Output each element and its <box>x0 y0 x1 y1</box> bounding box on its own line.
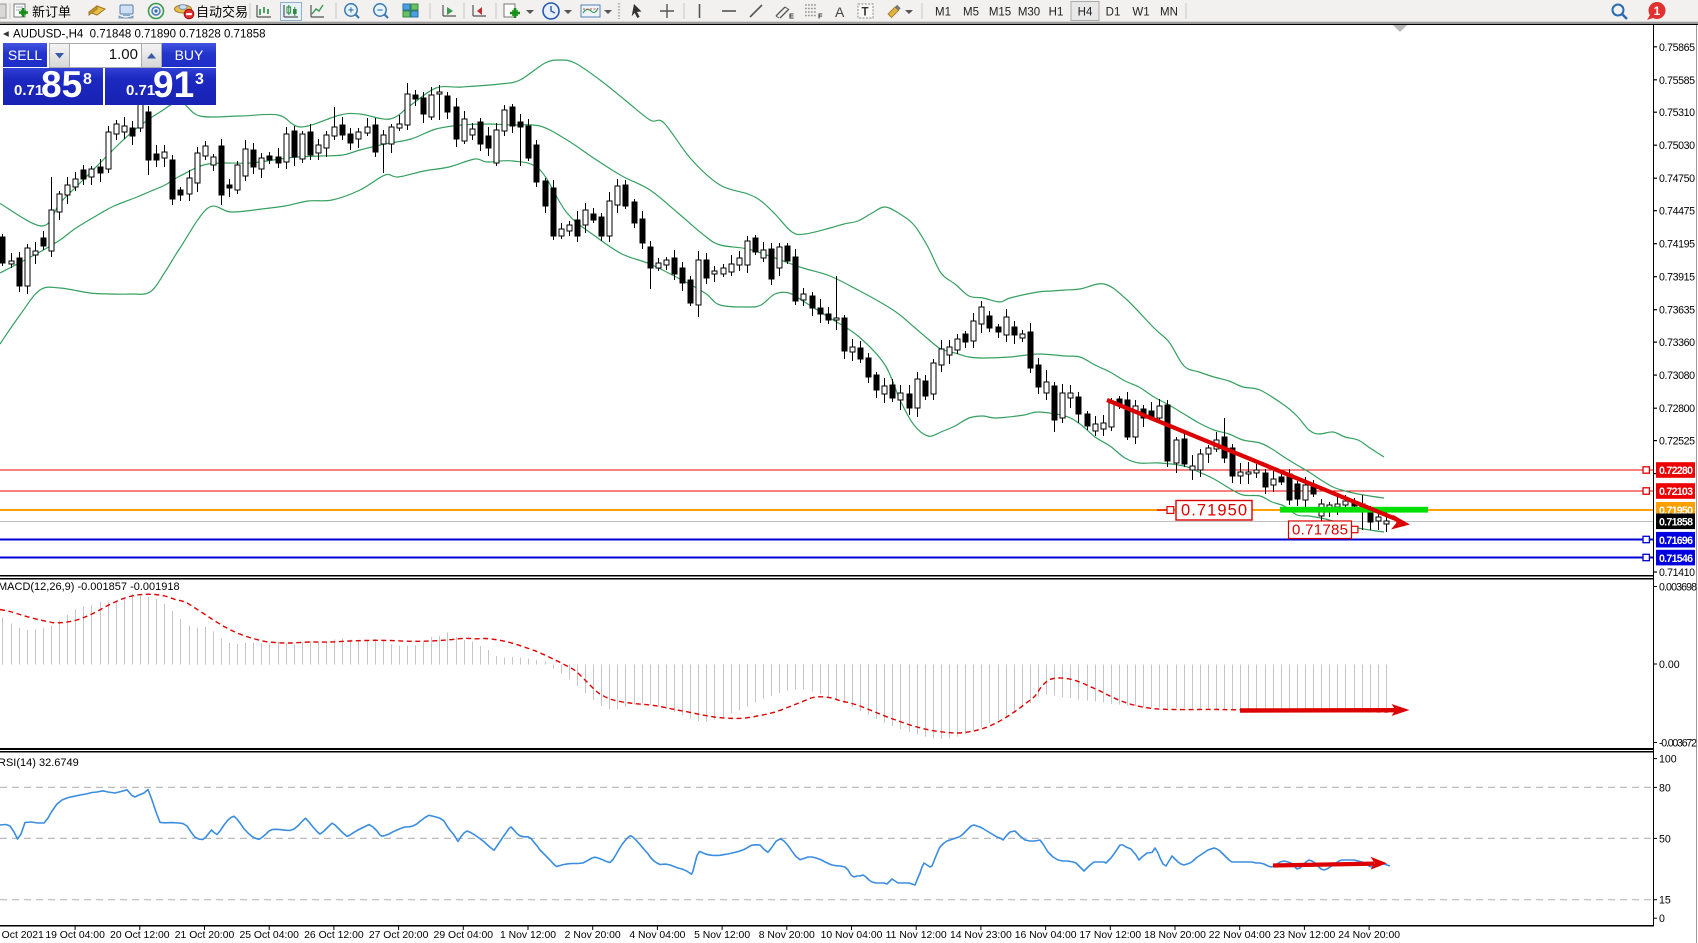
svg-text:新订单: 新订单 <box>32 5 71 20</box>
svg-text:0.71546: 0.71546 <box>1659 553 1693 565</box>
svg-text:D1: D1 <box>1106 7 1121 19</box>
svg-text:-0.003672: -0.003672 <box>1659 738 1697 750</box>
svg-text:H1: H1 <box>1049 7 1064 19</box>
svg-text:0.75585: 0.75585 <box>1659 75 1695 87</box>
svg-text:11 Nov 12:00: 11 Nov 12:00 <box>886 930 947 941</box>
svg-text:0.72103: 0.72103 <box>1659 486 1693 498</box>
svg-text:16 Nov 04:00: 16 Nov 04:00 <box>1015 930 1077 941</box>
svg-text:1 Nov 12:00: 1 Nov 12:00 <box>500 930 556 941</box>
svg-text:AUDUSD-,H4 0.71848 0.71890 0.: AUDUSD-,H4 0.71848 0.71890 0.71828 0.718… <box>13 29 266 41</box>
svg-text:0.00: 0.00 <box>1659 659 1680 671</box>
svg-text:1: 1 <box>1654 4 1661 18</box>
svg-text:+: + <box>348 5 354 17</box>
svg-text:0.73080: 0.73080 <box>1659 370 1695 382</box>
svg-text:RSI(14) 32.6749: RSI(14) 32.6749 <box>0 757 79 769</box>
svg-text:0.72800: 0.72800 <box>1659 403 1695 415</box>
svg-text:25 Oct 04:00: 25 Oct 04:00 <box>239 930 299 941</box>
svg-text:7 Oct 2021: 7 Oct 2021 <box>0 930 44 941</box>
svg-text:2 Nov 20:00: 2 Nov 20:00 <box>565 930 621 941</box>
svg-text:M30: M30 <box>1018 7 1040 19</box>
svg-text:0.73360: 0.73360 <box>1659 337 1695 349</box>
svg-text:8 Nov 20:00: 8 Nov 20:00 <box>759 930 815 941</box>
svg-text:17 Nov 12:00: 17 Nov 12:00 <box>1079 930 1141 941</box>
svg-text:0: 0 <box>1659 913 1665 925</box>
svg-text:19 Oct 04:00: 19 Oct 04:00 <box>45 930 105 941</box>
svg-text:21 Oct 20:00: 21 Oct 20:00 <box>175 930 235 941</box>
svg-text:18 Nov 20:00: 18 Nov 20:00 <box>1144 930 1206 941</box>
svg-text:H4: H4 <box>1078 7 1093 19</box>
svg-text:0.72525: 0.72525 <box>1659 436 1695 448</box>
svg-text:◂: ◂ <box>3 28 9 40</box>
svg-text:E: E <box>789 12 794 21</box>
svg-text:26 Oct 12:00: 26 Oct 12:00 <box>304 930 364 941</box>
svg-text:自动交易: 自动交易 <box>196 5 248 20</box>
svg-text:0.71785: 0.71785 <box>1292 522 1348 539</box>
svg-text:22 Nov 04:00: 22 Nov 04:00 <box>1209 930 1271 941</box>
svg-text:50: 50 <box>1659 833 1671 845</box>
svg-text:0.71858: 0.71858 <box>1659 517 1693 529</box>
svg-text:MACD(12,26,9) -0.001857 -0.001: MACD(12,26,9) -0.001857 -0.001918 <box>0 581 180 593</box>
svg-text:80: 80 <box>1659 782 1671 794</box>
svg-text:14 Nov 23:00: 14 Nov 23:00 <box>950 930 1012 941</box>
svg-text:0.75030: 0.75030 <box>1659 140 1695 152</box>
svg-text:T: T <box>862 7 869 19</box>
svg-text:24 Nov 20:00: 24 Nov 20:00 <box>1338 930 1400 941</box>
svg-text:100: 100 <box>1659 754 1677 766</box>
svg-text:A: A <box>835 4 845 20</box>
svg-text:0.74195: 0.74195 <box>1659 239 1695 251</box>
svg-text:M1: M1 <box>935 7 951 19</box>
svg-text:5 Nov 12:00: 5 Nov 12:00 <box>694 930 750 941</box>
svg-text:M15: M15 <box>989 7 1011 19</box>
svg-text:W1: W1 <box>1132 7 1149 19</box>
svg-text:M5: M5 <box>963 7 979 19</box>
svg-text:23 Nov 12:00: 23 Nov 12:00 <box>1273 930 1335 941</box>
svg-text:29 Oct 04:00: 29 Oct 04:00 <box>434 930 494 941</box>
svg-text:−: − <box>377 5 383 17</box>
svg-text:0.73635: 0.73635 <box>1659 305 1695 317</box>
svg-text:MN: MN <box>1160 7 1178 19</box>
svg-text:0.74475: 0.74475 <box>1659 206 1695 218</box>
svg-text:10 Nov 04:00: 10 Nov 04:00 <box>821 930 883 941</box>
svg-text:4 Nov 04:00: 4 Nov 04:00 <box>629 930 685 941</box>
svg-text:0.71696: 0.71696 <box>1659 535 1693 547</box>
svg-text:0.73915: 0.73915 <box>1659 272 1695 284</box>
svg-text:27 Oct 20:00: 27 Oct 20:00 <box>369 930 429 941</box>
svg-text:0.75310: 0.75310 <box>1659 107 1695 119</box>
svg-text:0.003698: 0.003698 <box>1659 582 1697 594</box>
svg-text:0.72280: 0.72280 <box>1659 465 1693 477</box>
svg-text:0.71410: 0.71410 <box>1659 567 1695 579</box>
svg-text:F: F <box>818 12 823 21</box>
svg-text:0.74750: 0.74750 <box>1659 173 1695 185</box>
svg-text:0.75865: 0.75865 <box>1659 42 1695 54</box>
svg-text:0.71950: 0.71950 <box>1181 502 1247 520</box>
svg-text:20 Oct 12:00: 20 Oct 12:00 <box>110 930 170 941</box>
svg-text:15: 15 <box>1659 895 1671 907</box>
